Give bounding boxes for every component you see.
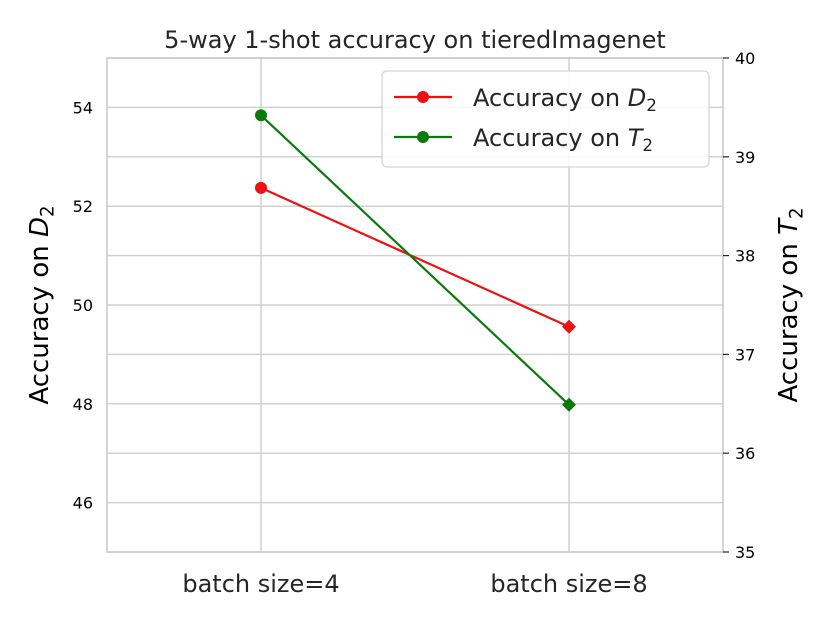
y-right-tick-label: 36: [735, 444, 755, 463]
series-1-point-circle: [255, 109, 267, 122]
y-left-tick-label: 48: [73, 395, 93, 414]
y-axis-left-label: Accuracy on D2: [25, 205, 58, 404]
legend-label-1: Accuracy on T2: [473, 124, 653, 155]
series-0-point-circle: [255, 181, 267, 194]
y-right-tick-label: 40: [735, 49, 755, 68]
series-layer: [255, 109, 576, 412]
tick-labels: 46 48 50 52 54 35 36 37 38 39 40 batch size=4 batch …: [73, 49, 756, 598]
y-axis-right-label: Accuracy on T2: [774, 207, 807, 402]
y-right-tick-label: 37: [735, 345, 755, 364]
x-category-label: batch size=4: [182, 570, 339, 598]
legend-marker-1: [417, 131, 429, 143]
plot-border: [106, 57, 724, 553]
y-right-tick-label: 38: [735, 247, 755, 266]
y-left-tick-label: 52: [73, 197, 93, 216]
y-right-tick-label: 35: [735, 543, 755, 562]
y-right-tick-label: 39: [735, 148, 755, 167]
x-category-label: batch size=8: [490, 570, 647, 598]
series-line-1: [260, 114, 570, 406]
y-left-tick-label: 54: [73, 98, 93, 117]
legend-box: [381, 70, 710, 168]
legend-marker-0: [417, 91, 429, 103]
series-1-point-diamond: [562, 397, 576, 412]
legend: Accuracy on D2 Accuracy on T2: [381, 70, 710, 168]
legend-label-0: Accuracy on D2: [473, 84, 657, 115]
series-0-point-diamond: [562, 319, 576, 334]
chart-title: 5-way 1-shot accuracy on tieredImagenet: [164, 26, 666, 54]
series-line-0: [260, 186, 570, 328]
y-left-tick-label: 50: [73, 296, 93, 315]
y-left-tick-label: 46: [73, 494, 93, 513]
plot-frame: [106, 57, 724, 553]
